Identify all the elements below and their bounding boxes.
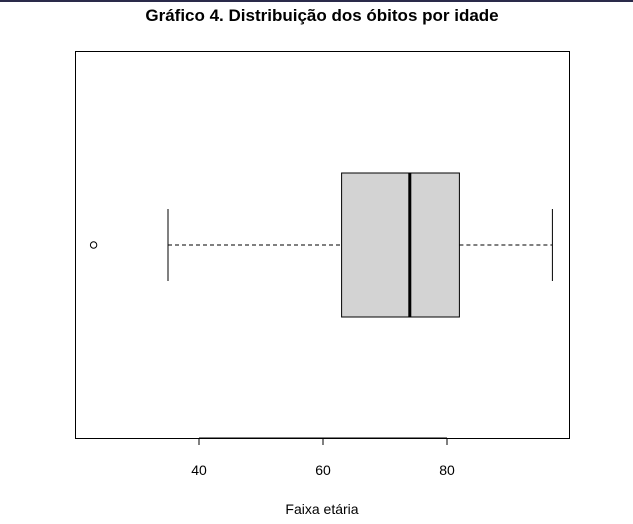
x-axis: 40 60 80	[191, 437, 455, 478]
x-axis-label: Faixa etária	[285, 501, 358, 517]
x-tick-label-80: 80	[439, 462, 455, 478]
box-group	[89, 172, 553, 318]
chart-title: Gráfico 4. Distribuição dos óbitos por i…	[145, 6, 498, 25]
x-tick-label-60: 60	[315, 462, 331, 478]
iqr-box	[341, 172, 460, 318]
x-tick-label-40: 40	[191, 462, 207, 478]
window-top-border	[0, 0, 633, 2]
outlier-point-0	[89, 241, 98, 249]
